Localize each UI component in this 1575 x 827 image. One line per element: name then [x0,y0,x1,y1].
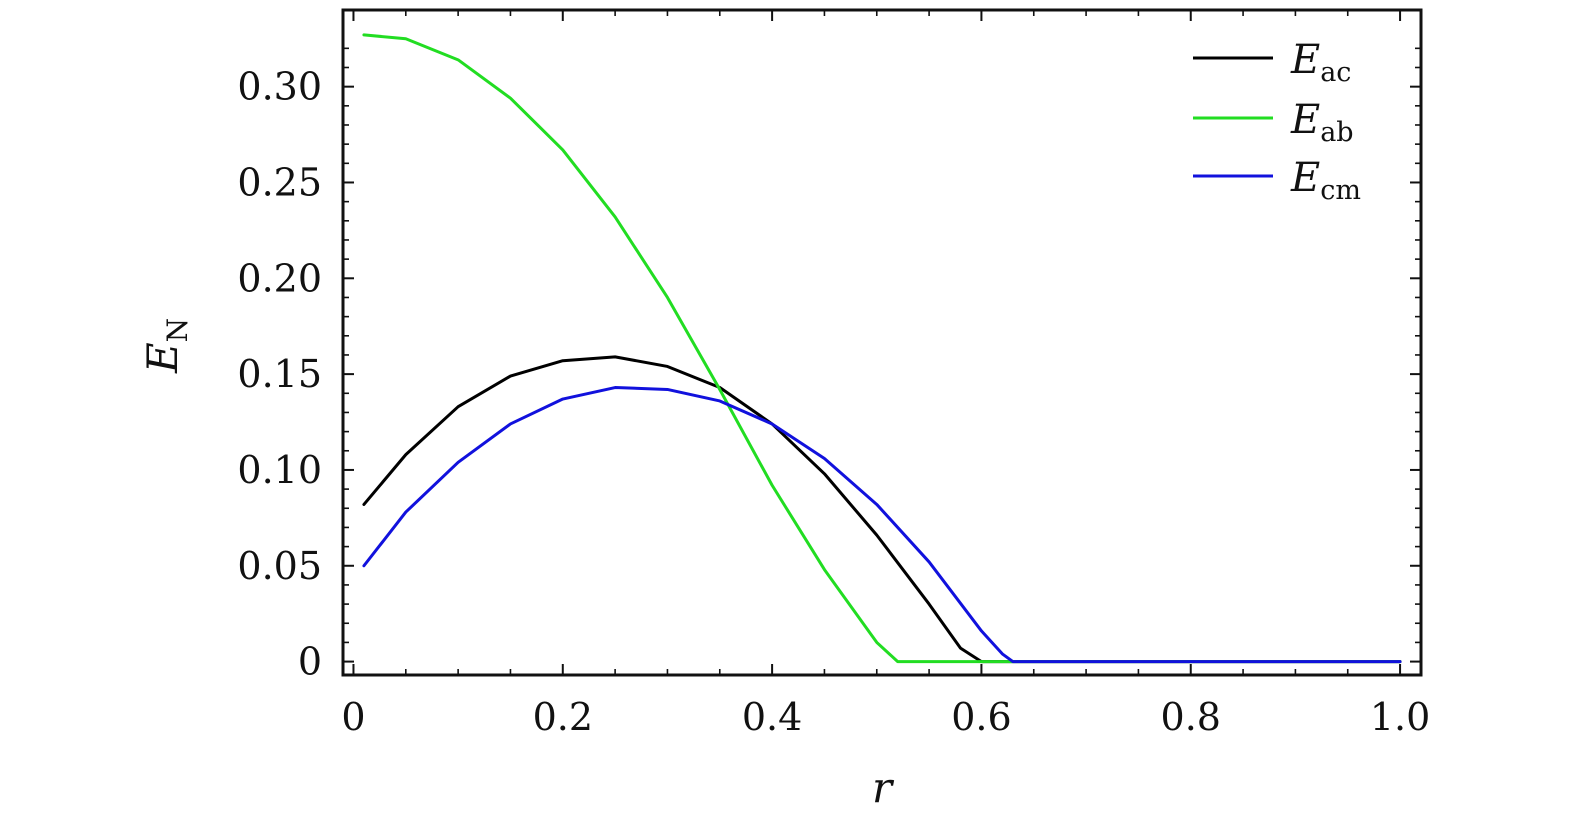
legend-label-sub: ac [1320,57,1351,88]
y-tick-label: 0.30 [237,65,322,109]
x-axis-title: r [872,763,895,812]
x-tick-label: 1.0 [1370,695,1430,739]
plot-frame [341,8,1423,677]
x-tick-label: 0.2 [533,695,593,739]
legend-label-main: E [1290,97,1320,143]
series-line-cm [362,386,1402,664]
legend-item-ab: Eab [1193,97,1354,148]
legend-label-sub: ab [1320,117,1353,148]
series-line-ab [362,33,1402,664]
y-tick-label: 0.20 [237,256,322,300]
y-axis-title-sub: N [161,318,194,343]
axes-group: 0 0.2 0.4 0.6 0.8 1.0 0 0.05 0.10 0.15 0.20 0.25 0.3… [237,8,1430,739]
legend-label-main: E [1290,155,1320,201]
x-tick-label: 0 [341,695,365,739]
y-tick-label: 0.10 [237,448,322,492]
legend-label-ac: Eac [1290,37,1351,88]
legend-label-main: E [1290,37,1320,83]
legend-item-ac: Eac [1193,37,1351,88]
y-axis-title: EN [138,318,194,374]
y-tick-label: 0.05 [237,544,322,588]
legend-label-ab: Eab [1290,97,1354,148]
legend-item-cm: Ecm [1193,155,1361,206]
legend-label-sub: cm [1320,175,1361,206]
x-tick-label: 0.8 [1161,695,1221,739]
y-axis-title-main: E [138,342,187,374]
y-tick-label: 0 [298,640,322,684]
legend-label-cm: Ecm [1290,155,1361,206]
x-tick-label: 0.6 [951,695,1011,739]
series-group [362,33,1402,664]
y-tick-label: 0.15 [237,352,322,396]
y-tick-label: 0.25 [237,160,322,204]
x-tick-label: 0.4 [742,695,802,739]
